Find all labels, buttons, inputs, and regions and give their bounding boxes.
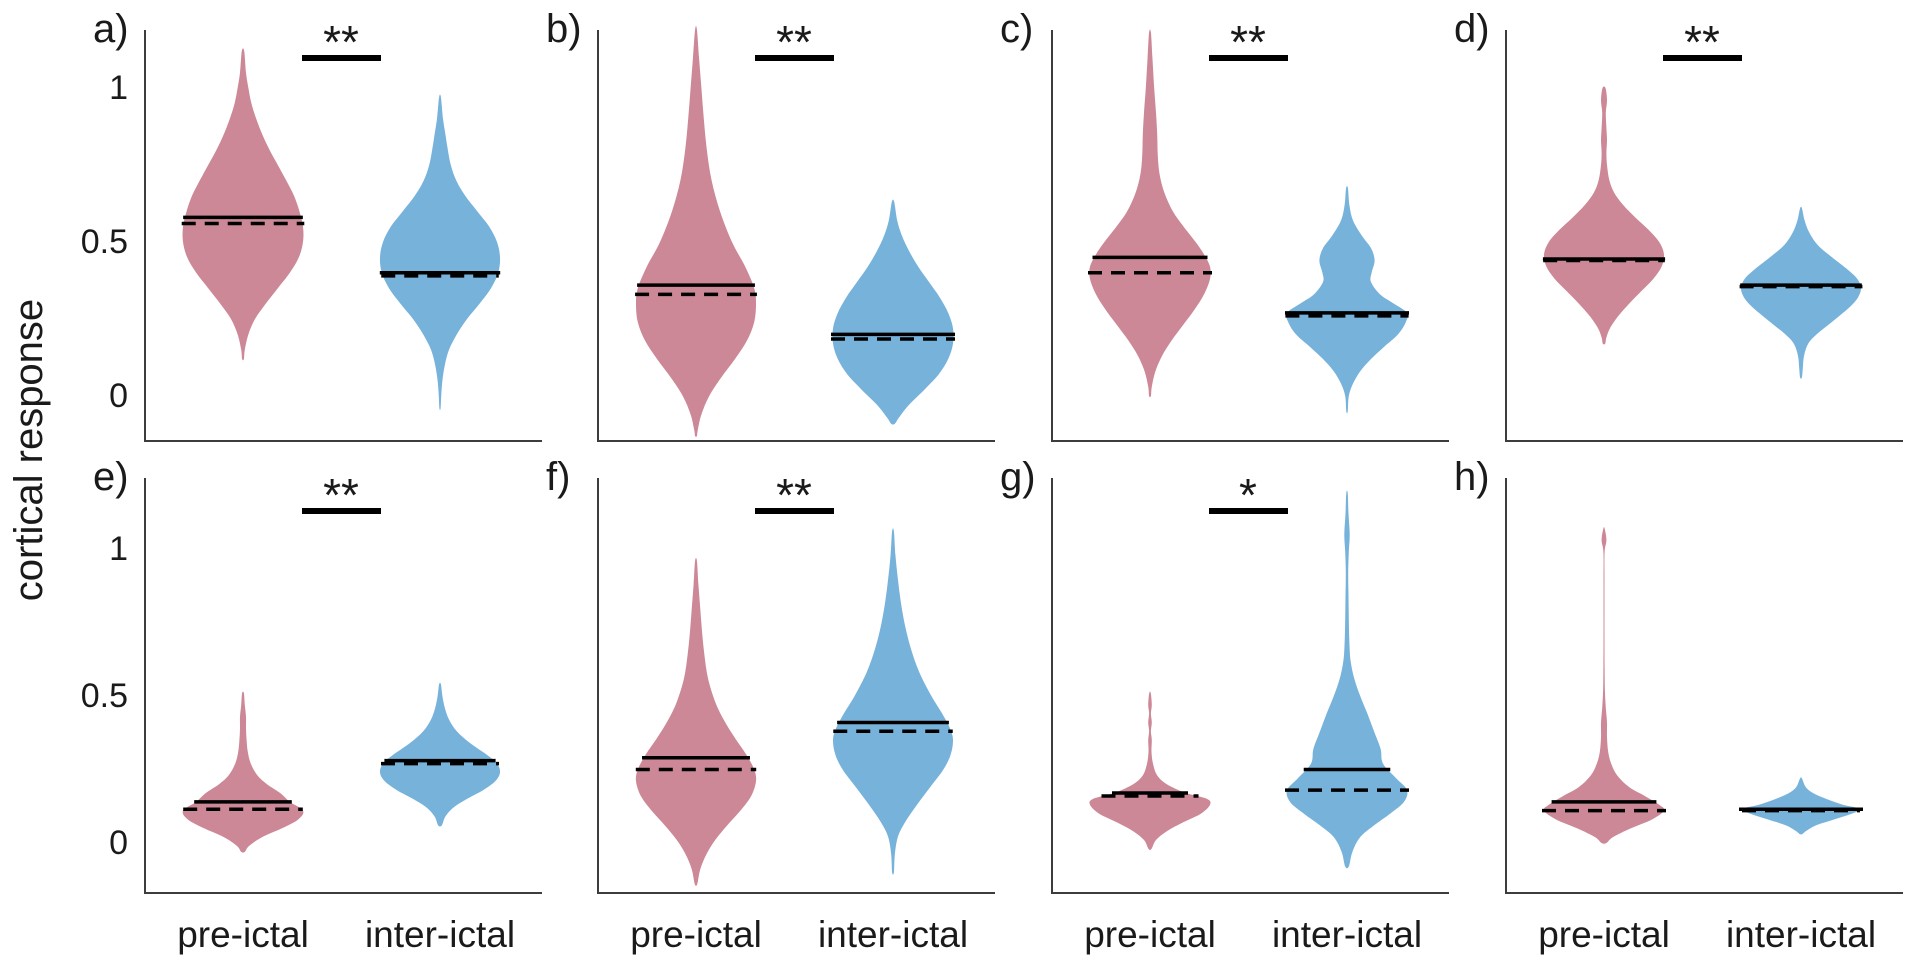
panel-h: h) pre-ictal inter-ictal (1454, 455, 1903, 955)
inter-ictal-violin (379, 94, 501, 410)
axis-spines (144, 30, 542, 442)
inter-ictal-violin (1740, 206, 1862, 379)
panel-letter: f) (546, 455, 570, 499)
panel-a: a) 1 0.5 0 ** (81, 7, 542, 442)
y-tick-label: 0.5 (81, 223, 128, 261)
x-label-inter-ictal: inter-ictal (1726, 914, 1876, 955)
pre-ictal-violin (1089, 691, 1211, 850)
y-tick-label: 0 (109, 824, 128, 862)
pre-ictal-violin (182, 48, 304, 361)
axis-spines (1051, 30, 1449, 442)
inter-ictal-violin (1286, 185, 1408, 414)
significance-stars: ** (1230, 16, 1266, 68)
panel-e: e) 1 0.5 0 ** pre-ictal inter-ictal (81, 455, 542, 955)
y-tick-label: 0 (109, 377, 128, 415)
x-label-pre-ictal: pre-ictal (1084, 914, 1216, 955)
pre-ictal-violin (635, 557, 757, 886)
inter-ictal-violin (832, 528, 954, 875)
pre-ictal-violin (1543, 86, 1665, 345)
y-axis-label: cortical response (7, 299, 51, 601)
y-tick-label: 1 (109, 69, 128, 107)
significance-stars: * (1239, 469, 1257, 521)
y-tick-label: 1 (109, 530, 128, 568)
axis-spines (1505, 30, 1903, 442)
x-label-pre-ictal: pre-ictal (630, 914, 762, 955)
axis-spines (1051, 478, 1449, 894)
axis-spines (597, 478, 995, 894)
x-label-inter-ictal: inter-ictal (818, 914, 968, 955)
axis-spines (597, 30, 995, 442)
y-tick-label: 0.5 (81, 677, 128, 715)
panel-d: d) ** (1454, 7, 1903, 442)
x-label-pre-ictal: pre-ictal (1538, 914, 1670, 955)
significance-stars: ** (1684, 16, 1720, 68)
panel-f: f) ** pre-ictal inter-ictal (546, 455, 995, 955)
panel-letter: d) (1454, 7, 1490, 51)
pre-ictal-violin (1089, 29, 1211, 398)
axis-spines (1505, 478, 1903, 894)
x-label-inter-ictal: inter-ictal (365, 914, 515, 955)
panel-b: b) ** (546, 7, 995, 442)
panel-c: c) ** (1000, 7, 1449, 442)
inter-ictal-violin (1286, 490, 1408, 869)
panel-letter: b) (546, 7, 582, 51)
panel-letter: h) (1454, 455, 1490, 499)
pre-ictal-violin (182, 691, 304, 853)
panel-letter: c) (1000, 7, 1033, 51)
significance-stars: ** (323, 469, 359, 521)
axis-spines (144, 478, 542, 894)
panel-letter: e) (93, 455, 129, 499)
x-label-inter-ictal: inter-ictal (1272, 914, 1422, 955)
panels-group: a) 1 0.5 0 ** b) ** c) ** d) ** e) 1 0.5 0 ** pre-ictal i… (81, 7, 1903, 955)
panel-letter: a) (93, 7, 129, 51)
pre-ictal-violin (1543, 526, 1665, 844)
panel-g: g) * pre-ictal inter-ictal (1000, 455, 1449, 955)
inter-ictal-violin (832, 199, 954, 425)
significance-stars: ** (776, 16, 812, 68)
panel-letter: g) (1000, 455, 1036, 499)
significance-stars: ** (323, 16, 359, 68)
significance-stars: ** (776, 469, 812, 521)
pre-ictal-violin (636, 26, 756, 437)
inter-ictal-violin (379, 682, 501, 827)
inter-ictal-violin (1740, 777, 1862, 835)
x-label-pre-ictal: pre-ictal (177, 914, 309, 955)
